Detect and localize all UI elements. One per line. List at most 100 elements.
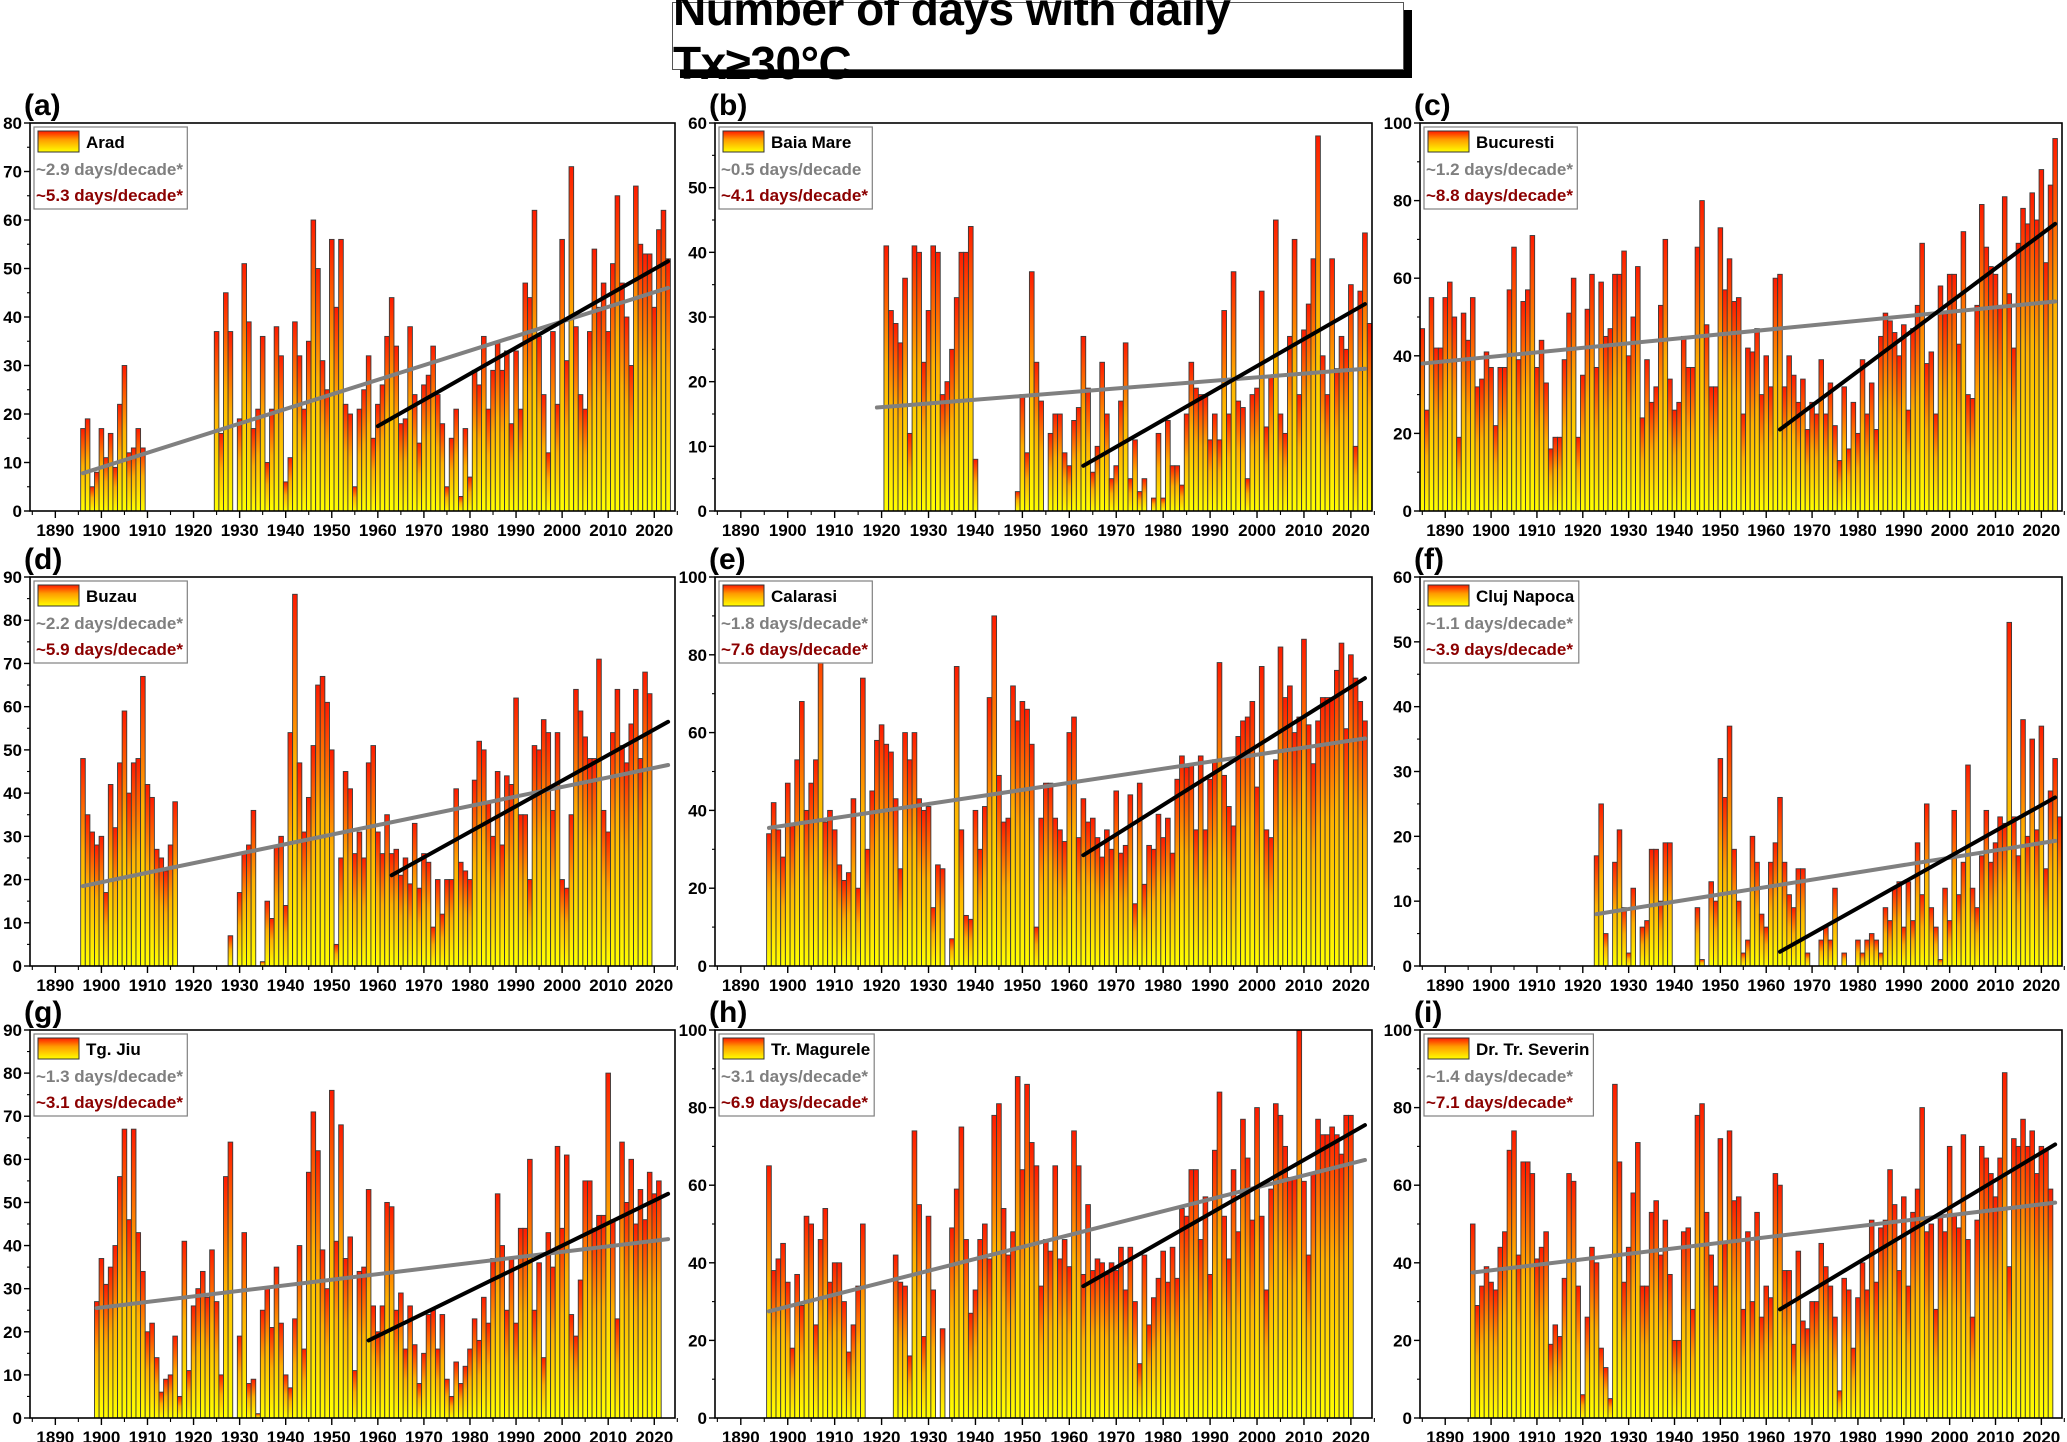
bar-1907 — [130, 1128, 137, 1419]
bar-1940 — [282, 905, 289, 967]
bar-1909 — [827, 1281, 833, 1419]
bar-2001 — [563, 887, 570, 967]
bar-1934 — [255, 408, 261, 512]
bar-1944 — [301, 408, 307, 512]
bar-2003 — [1960, 861, 1967, 967]
bar-1939 — [278, 355, 284, 512]
bar-1949 — [1713, 900, 1719, 967]
bar-1945 — [1694, 907, 1701, 967]
bar-1951 — [1024, 452, 1030, 512]
bar-1949 — [1713, 386, 1719, 512]
y-tick-label: 20 — [1393, 1331, 1412, 1350]
bar-1943 — [986, 697, 993, 967]
bar-1996 — [1235, 1231, 1242, 1419]
trend-line-recent-period — [1777, 795, 2058, 954]
bar-1951 — [333, 943, 340, 967]
bar-1994 — [531, 209, 538, 512]
bar-1980 — [467, 879, 473, 967]
bar-2023 — [1362, 232, 1368, 512]
bar-1943 — [296, 355, 303, 512]
bar-1959 — [370, 1305, 376, 1419]
x-tick-label: 1920 — [863, 976, 901, 995]
bar-1911 — [149, 796, 155, 967]
trend-line-recent-period — [1777, 221, 2058, 432]
bar-1916 — [860, 677, 866, 967]
x-tick-label: 1910 — [129, 521, 167, 540]
bar-1931 — [930, 245, 937, 512]
bar-1942 — [1680, 1231, 1687, 1419]
bar-1965 — [1089, 1270, 1096, 1419]
bar-1993 — [527, 1158, 533, 1419]
bar-1966 — [1094, 837, 1101, 967]
bar-1999 — [1942, 887, 1948, 967]
bar-2011 — [1997, 816, 2003, 967]
bar-1962 — [1075, 407, 1082, 512]
bar-1935 — [1648, 1211, 1655, 1419]
bar-1950 — [329, 749, 335, 967]
bar-1909 — [140, 447, 146, 512]
bar-1968 — [411, 1344, 418, 1419]
bar-1898 — [1479, 1285, 1485, 1419]
bar-1915 — [1557, 1336, 1563, 1419]
legend-trend-full-period: ~2.2 days/decade* — [36, 614, 183, 633]
bar-2015 — [2015, 1145, 2022, 1419]
bar-2022 — [660, 209, 667, 512]
bar-1947 — [315, 1150, 321, 1419]
bar-1986 — [1882, 907, 1889, 967]
legend-trend-full-period: ~0.5 days/decade — [721, 160, 861, 179]
x-tick-label: 1990 — [1191, 1428, 1229, 1442]
bar-1965 — [1786, 894, 1792, 967]
bar-1994 — [1226, 806, 1232, 967]
bar-1900 — [784, 1281, 791, 1419]
bar-1985 — [1183, 1215, 1190, 1419]
bar-1934 — [1644, 359, 1650, 512]
bar-1927 — [223, 1176, 229, 1419]
y-tick-label: 20 — [3, 1323, 22, 1342]
bar-1973 — [1823, 926, 1829, 967]
bar-1949 — [324, 389, 330, 512]
bar-1937 — [958, 1126, 965, 1419]
x-tick-label: 1960 — [359, 976, 397, 995]
x-tick-label: 1890 — [722, 976, 760, 995]
bar-1950 — [1019, 701, 1026, 967]
bar-1973 — [1127, 478, 1134, 512]
bar-2012 — [1310, 258, 1317, 512]
bar-1903 — [112, 827, 118, 967]
bar-2012 — [614, 688, 621, 967]
bar-1901 — [789, 1347, 796, 1419]
bar-1928 — [916, 251, 922, 512]
bar-1909 — [140, 675, 146, 967]
bar-1943 — [986, 1258, 993, 1419]
bar-1959 — [1061, 841, 1068, 967]
x-tick-label: 1990 — [497, 521, 535, 540]
bar-1944 — [1690, 366, 1696, 512]
bar-2013 — [2006, 621, 2013, 967]
bar-1955 — [1043, 1239, 1049, 1419]
bar-2013 — [1315, 135, 1321, 512]
bar-1976 — [448, 1395, 455, 1419]
bar-1897 — [84, 814, 91, 967]
bar-2010 — [605, 831, 611, 967]
y-tick-label: 10 — [3, 914, 22, 933]
y-tick-label: 100 — [1384, 1021, 1412, 1040]
bar-1975 — [1136, 1363, 1143, 1419]
bar-1966 — [1790, 374, 1797, 512]
bar-1933 — [250, 428, 257, 512]
bar-1985 — [1183, 767, 1190, 967]
bar-1977 — [1146, 844, 1152, 967]
bar-2015 — [628, 1158, 634, 1419]
bar-1929 — [921, 809, 927, 967]
bar-1921 — [195, 1288, 201, 1419]
bar-1932 — [246, 321, 252, 512]
bar-1925 — [902, 1285, 908, 1419]
bar-2002 — [1956, 894, 1962, 967]
x-tick-label: 1970 — [1793, 976, 1831, 995]
bar-1906 — [126, 1219, 132, 1419]
bar-1986 — [494, 1193, 501, 1419]
bar-1956 — [1047, 432, 1054, 512]
bar-1953 — [342, 771, 349, 967]
bar-1932 — [1635, 1142, 1641, 1419]
y-tick-label: 80 — [3, 1064, 22, 1083]
bar-2017 — [637, 1189, 644, 1419]
bar-1942 — [1680, 335, 1687, 512]
